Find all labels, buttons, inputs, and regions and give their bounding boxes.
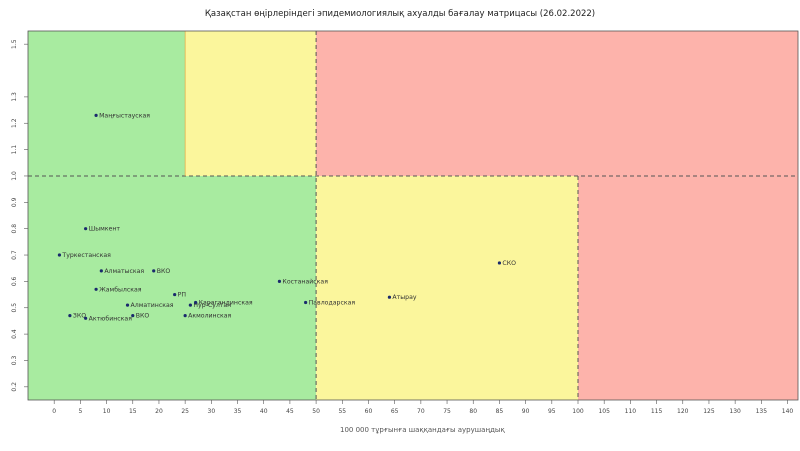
y-tick-label: 1.2 [11, 118, 18, 128]
data-point [84, 227, 88, 231]
risk-zone-3 [316, 31, 798, 176]
x-tick-label: 60 [365, 408, 373, 415]
x-tick-label: 100 [572, 408, 584, 415]
y-tick-label: 0.5 [11, 303, 18, 313]
point-label: Маңғыстауская [99, 112, 150, 119]
point-label: Туркестанская [61, 252, 111, 259]
x-tick-label: 5 [78, 408, 82, 415]
data-point [497, 261, 502, 265]
y-tick-label: 0.7 [11, 250, 18, 260]
point-label: Атырау [392, 294, 416, 301]
point-label: Алматинская [131, 302, 174, 309]
x-tick-label: 65 [391, 408, 399, 415]
point-label: Костанайская [282, 277, 328, 285]
point-label: Алматыская [104, 268, 144, 275]
x-tick-label: 55 [338, 408, 346, 415]
x-tick-label: 75 [443, 408, 451, 415]
y-tick-label: 1.5 [11, 39, 18, 49]
x-tick-label: 30 [208, 408, 216, 415]
data-point [304, 300, 308, 305]
x-tick-label: 115 [651, 408, 663, 415]
x-tick-label: 0 [52, 408, 56, 415]
data-point [94, 287, 98, 291]
x-tick-label: 95 [548, 408, 556, 415]
x-tick-label: 45 [286, 408, 294, 415]
y-tick-label: 0.3 [11, 356, 18, 366]
data-point [125, 303, 130, 307]
point-label: ВКО [157, 268, 171, 275]
x-tick-label: 35 [234, 408, 242, 415]
x-tick-label: 80 [469, 408, 477, 415]
risk-zone-1 [28, 31, 186, 176]
threshold-lines [28, 31, 798, 400]
x-tick-label: 70 [417, 408, 425, 415]
data-point [99, 269, 103, 273]
risk-zone-2 [185, 31, 317, 176]
axis-ticks: 0 5 10 15 20 25 30 35 40 45 50 55 60 65 70 75 80 85 90 95 10… [11, 39, 793, 415]
x-tick-label: 110 [625, 408, 637, 415]
x-tick-label: 20 [155, 408, 163, 415]
plot-frame [27, 30, 799, 401]
x-tick-label: 140 [782, 408, 794, 415]
point-label: ВКО [136, 313, 150, 320]
data-point [152, 269, 156, 273]
x-tick-label: 50 [312, 408, 320, 415]
risk-zones [28, 31, 798, 400]
data-point [57, 253, 62, 257]
data-point [277, 279, 282, 283]
y-tick-label: 0.2 [11, 382, 18, 392]
point-label: Карагандинская [199, 299, 253, 306]
risk-zone-4 [28, 175, 317, 400]
point-label: Жамбылская [99, 285, 142, 293]
point-label: Актюбинская [89, 314, 133, 322]
data-points: Маңғыстауская Шымкент Туркестанская Алматыс… [57, 112, 516, 322]
x-tick-label: 25 [181, 408, 189, 415]
data-point [94, 113, 98, 117]
x-tick-label: 105 [598, 408, 610, 415]
x-tick-label: 85 [496, 408, 504, 415]
data-point [173, 292, 177, 297]
x-tick-label: 135 [756, 408, 768, 415]
chart-title: Қазақстан өңірлеріндегі эпидемиологиялық… [204, 9, 596, 19]
x-axis-label: 100 000 тұрғынға шаққандағы аурушаңдық [340, 426, 505, 434]
y-tick-label: 1.1 [11, 145, 18, 155]
data-point [68, 314, 72, 318]
y-tick-label: 0.8 [11, 224, 18, 234]
y-tick-label: 0.9 [11, 197, 18, 207]
data-point [387, 295, 392, 299]
data-point [84, 316, 88, 320]
x-tick-label: 40 [260, 408, 268, 415]
y-tick-label: 1.3 [11, 92, 18, 102]
data-point [188, 303, 192, 307]
point-label: ЗКО [73, 313, 86, 320]
data-point [131, 314, 135, 318]
data-point [194, 300, 198, 305]
x-tick-label: 120 [677, 408, 689, 415]
x-tick-label: 10 [103, 408, 111, 415]
x-tick-label: 90 [522, 408, 530, 415]
x-tick-label: 15 [129, 408, 137, 415]
point-label: СКО [502, 260, 516, 267]
point-label: Шымкент [89, 226, 121, 233]
point-label: Павлодарская [309, 299, 356, 306]
y-tick-label: 0.6 [11, 276, 18, 286]
y-tick-label: 0.4 [11, 329, 18, 339]
risk-zone-6 [578, 175, 798, 400]
point-label: Нур-Султан [193, 302, 231, 309]
point-label: РП [178, 292, 187, 299]
point-label: Акмолинская [188, 313, 231, 320]
data-point [183, 314, 187, 318]
x-tick-label: 125 [703, 408, 715, 415]
risk-zone-5 [316, 175, 578, 400]
x-tick-label: 130 [729, 408, 741, 415]
y-tick-label: 1.0 [11, 171, 18, 181]
